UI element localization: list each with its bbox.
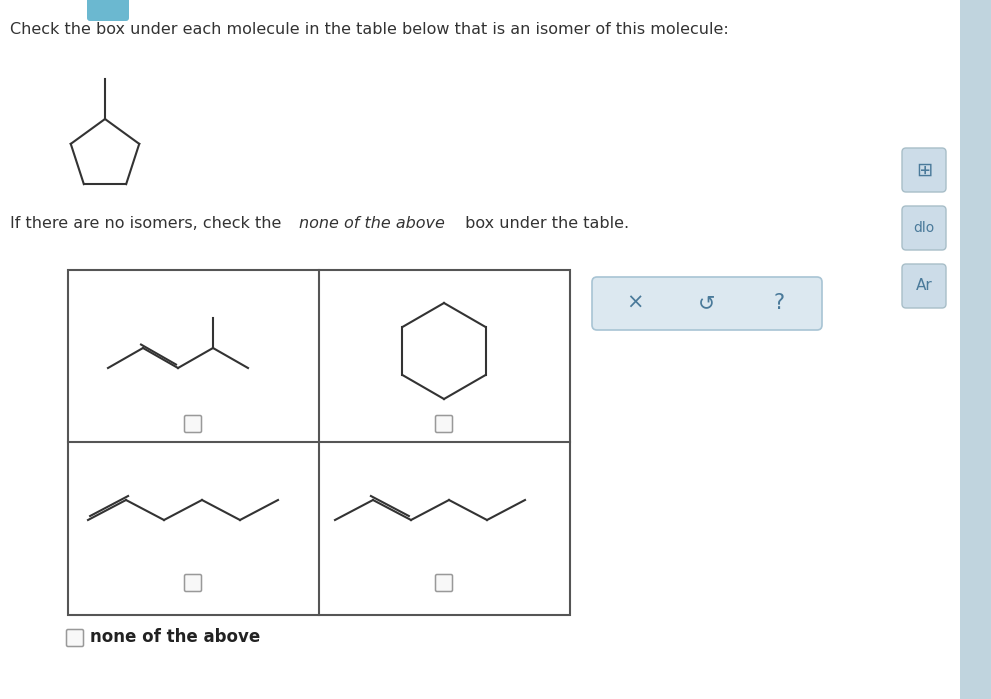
FancyBboxPatch shape: [184, 415, 201, 433]
Text: none of the above: none of the above: [299, 216, 445, 231]
FancyBboxPatch shape: [435, 575, 453, 591]
Text: ⊞: ⊞: [916, 161, 933, 180]
FancyBboxPatch shape: [902, 206, 946, 250]
Text: dlo: dlo: [914, 221, 935, 235]
FancyBboxPatch shape: [902, 148, 946, 192]
Text: Check the box under each molecule in the table below that is an isomer of this m: Check the box under each molecule in the…: [10, 22, 728, 37]
Text: ×: ×: [626, 293, 644, 313]
Text: box under the table.: box under the table.: [460, 216, 629, 231]
FancyBboxPatch shape: [184, 575, 201, 591]
Text: ↺: ↺: [699, 293, 716, 313]
FancyBboxPatch shape: [87, 0, 129, 21]
Text: Ar: Ar: [916, 278, 933, 294]
Text: ?: ?: [773, 293, 785, 313]
FancyBboxPatch shape: [66, 630, 83, 647]
FancyBboxPatch shape: [435, 415, 453, 433]
FancyBboxPatch shape: [902, 264, 946, 308]
Text: If there are no isomers, check the: If there are no isomers, check the: [10, 216, 286, 231]
Polygon shape: [960, 0, 991, 699]
Text: none of the above: none of the above: [90, 628, 261, 646]
FancyBboxPatch shape: [592, 277, 822, 330]
